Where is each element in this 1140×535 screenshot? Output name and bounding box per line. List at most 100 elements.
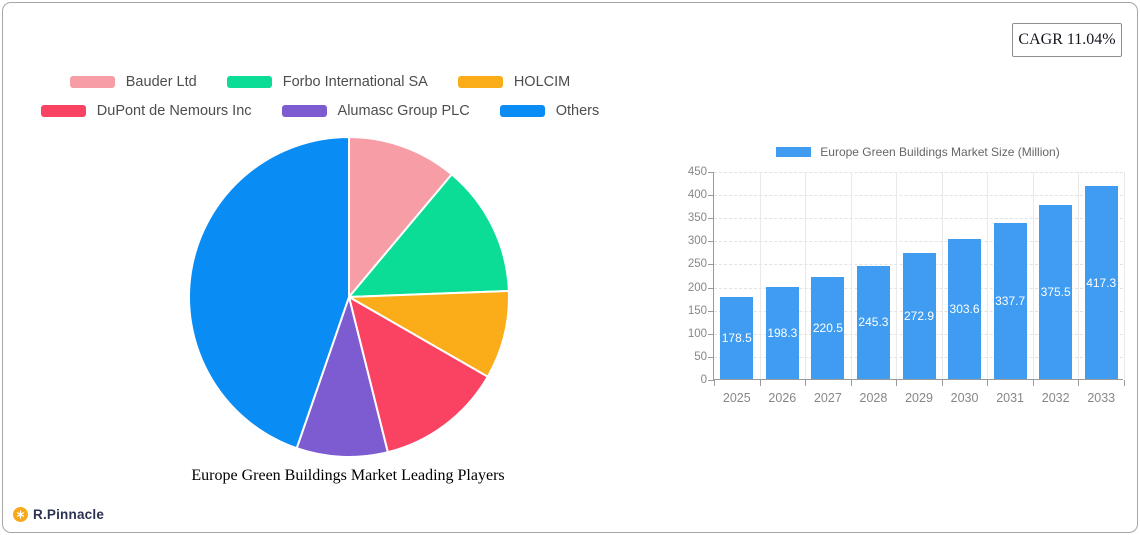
x-tick xyxy=(759,380,761,386)
bar-2030[interactable]: 303.6 xyxy=(948,238,982,379)
cagr-badge: CAGR 11.04% xyxy=(1012,23,1122,57)
gridline-v xyxy=(805,172,807,379)
x-axis-label: 2032 xyxy=(1041,391,1070,405)
bar-chart: 0 50 100 150 200 250 300 350 400 450 178.5 2025 198.… xyxy=(688,166,1125,405)
bar-2028[interactable]: 245.3 xyxy=(856,265,890,379)
legend-label: Forbo International SA xyxy=(282,74,428,90)
x-axis-label: 2030 xyxy=(950,391,979,405)
y-axis-label: 200 xyxy=(687,281,707,294)
y-tick xyxy=(708,218,714,220)
legend-item-alumasc-group-plc[interactable]: Alumasc Group PLC xyxy=(281,103,470,119)
legend-swatch-bauder-ltd xyxy=(69,76,115,88)
legend-label: Others xyxy=(555,103,600,119)
bar-legend-swatch xyxy=(776,147,812,157)
pie-chart-title: Europe Green Buildings Market Leading Pl… xyxy=(191,467,505,484)
bar-value-label: 375.5 xyxy=(1040,285,1071,300)
gridline-v xyxy=(759,172,761,379)
x-tick xyxy=(1078,380,1080,386)
y-tick xyxy=(708,264,714,266)
bar-value-label: 272.9 xyxy=(903,308,935,323)
legend-swatch-others xyxy=(499,105,545,117)
gridline-h xyxy=(714,172,1123,173)
y-axis-label: 0 xyxy=(700,374,707,386)
legend-swatch-forbo-international-sa xyxy=(226,76,272,88)
y-axis-label: 350 xyxy=(687,212,707,225)
bar-value-label: 337.7 xyxy=(995,293,1026,308)
legend-label: HOLCIM xyxy=(513,74,571,90)
bar-value-label: 220.5 xyxy=(812,321,843,336)
legend-item-forbo-international-sa[interactable]: Forbo International SA xyxy=(226,74,428,90)
gridline-v xyxy=(850,172,852,379)
bar-legend-label: Europe Green Buildings Market Size (Mill… xyxy=(820,145,1060,159)
gridline-h xyxy=(714,241,1123,243)
gridline-h xyxy=(714,195,1123,197)
bar-value-label: 417.3 xyxy=(1086,275,1117,290)
brand-icon xyxy=(13,507,28,522)
x-axis-label: 2028 xyxy=(859,391,888,405)
x-tick xyxy=(1124,380,1125,386)
y-tick xyxy=(708,356,714,358)
pie-slice-dupont-de-nemours-inc[interactable] xyxy=(348,296,489,454)
bar-2026[interactable]: 198.3 xyxy=(765,287,799,379)
x-axis-label: 2033 xyxy=(1087,391,1116,405)
y-tick xyxy=(708,380,714,381)
bar-2025[interactable]: 178.5 xyxy=(720,296,754,379)
bar-2027[interactable]: 220.5 xyxy=(811,277,845,379)
x-tick xyxy=(850,380,852,386)
x-axis-label: 2025 xyxy=(722,391,751,405)
y-axis-label: 50 xyxy=(694,350,707,363)
x-axis-label: 2031 xyxy=(996,391,1025,405)
pie-chart xyxy=(188,136,510,458)
y-axis-label: 400 xyxy=(687,189,707,202)
y-tick xyxy=(708,333,714,335)
pie-slice-forbo-international-sa[interactable] xyxy=(348,173,510,298)
x-axis-label: 2026 xyxy=(768,391,797,405)
y-tick xyxy=(708,287,714,289)
bar-value-label: 198.3 xyxy=(767,326,798,341)
legend-swatch-dupont-de-nemours-inc xyxy=(40,105,86,117)
bar-legend[interactable]: Europe Green Buildings Market Size (Mill… xyxy=(713,145,1123,159)
bar-2033[interactable]: 417.3 xyxy=(1084,186,1118,379)
gridline-v xyxy=(987,172,989,379)
y-tick xyxy=(708,241,714,243)
y-axis-label: 100 xyxy=(687,327,707,340)
x-axis-label: 2027 xyxy=(813,391,842,405)
gridline-v xyxy=(1078,172,1080,379)
legend-label: Alumasc Group PLC xyxy=(337,103,470,119)
y-axis-label: 300 xyxy=(687,235,707,248)
bar-2029[interactable]: 272.9 xyxy=(902,252,936,379)
y-axis-label: 150 xyxy=(687,304,707,317)
brand-logo: R.Pinnacle xyxy=(13,507,104,522)
y-axis-label: 450 xyxy=(687,166,707,178)
bar-value-label: 303.6 xyxy=(949,301,980,316)
legend-item-holcim[interactable]: HOLCIM xyxy=(457,74,571,90)
bar-2032[interactable]: 375.5 xyxy=(1039,205,1073,379)
x-tick xyxy=(1032,380,1034,386)
y-tick xyxy=(708,195,714,197)
legend-item-dupont-de-nemours-inc[interactable]: DuPont de Nemours Inc xyxy=(40,103,252,119)
gridline-v xyxy=(941,172,943,379)
pie-legend: Bauder Ltd Forbo International SA HOLCIM Du… xyxy=(0,74,640,119)
pie-slice-bauder-ltd[interactable] xyxy=(348,136,453,298)
y-axis-label: 250 xyxy=(687,258,707,271)
legend-item-bauder-ltd[interactable]: Bauder Ltd xyxy=(69,74,197,90)
gridline-h xyxy=(714,218,1123,220)
legend-label: DuPont de Nemours Inc xyxy=(96,103,252,119)
pie-slice-alumasc-group-plc[interactable] xyxy=(295,296,389,458)
legend-swatch-holcim xyxy=(457,76,503,88)
x-tick xyxy=(805,380,807,386)
x-tick xyxy=(896,380,898,386)
bar-value-label: 245.3 xyxy=(858,315,889,330)
gridline-v xyxy=(1124,172,1125,379)
pie-slice-others[interactable] xyxy=(188,136,350,450)
bar-2031[interactable]: 337.7 xyxy=(993,222,1027,379)
legend-item-others[interactable]: Others xyxy=(499,103,600,119)
legend-swatch-alumasc-group-plc xyxy=(281,105,327,117)
pie-slice-holcim[interactable] xyxy=(348,289,510,378)
gridline-v xyxy=(896,172,898,379)
legend-label: Bauder Ltd xyxy=(125,74,197,90)
y-tick xyxy=(708,310,714,312)
brand-name: R.Pinnacle xyxy=(33,507,105,522)
bar-value-label: 178.5 xyxy=(721,330,752,345)
